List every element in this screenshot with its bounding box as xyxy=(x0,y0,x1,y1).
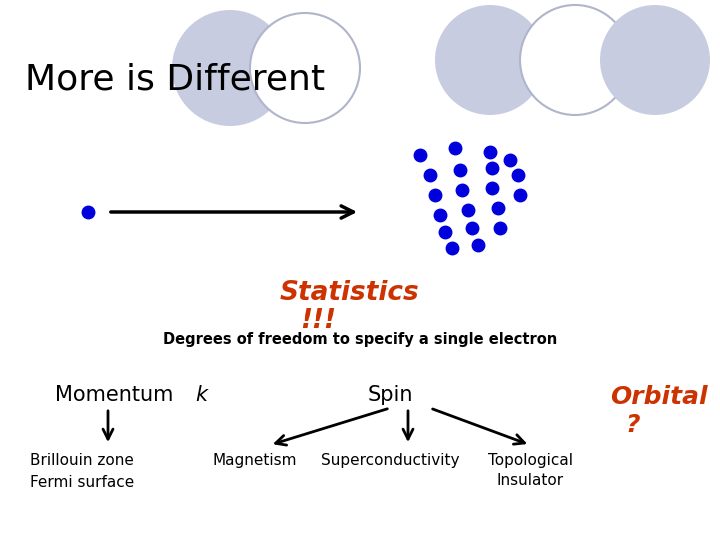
Text: Superconductivity: Superconductivity xyxy=(320,453,459,468)
Circle shape xyxy=(600,5,710,115)
Text: Fermi surface: Fermi surface xyxy=(30,475,134,490)
Text: Spin: Spin xyxy=(367,385,413,405)
Circle shape xyxy=(435,5,545,115)
Text: Magnetism: Magnetism xyxy=(212,453,297,468)
Text: Orbital: Orbital xyxy=(610,385,708,409)
Text: Statistics: Statistics xyxy=(280,280,420,306)
Text: !!!: !!! xyxy=(300,308,336,334)
Text: ?: ? xyxy=(625,413,639,437)
Text: k: k xyxy=(195,385,207,405)
Text: Insulator: Insulator xyxy=(496,473,564,488)
Text: Topological: Topological xyxy=(487,453,572,468)
Text: More is Different: More is Different xyxy=(25,63,325,97)
Circle shape xyxy=(520,5,630,115)
Text: Brillouin zone: Brillouin zone xyxy=(30,453,134,468)
Circle shape xyxy=(172,10,288,126)
Text: Momentum: Momentum xyxy=(55,385,180,405)
Circle shape xyxy=(250,13,360,123)
Text: Degrees of freedom to specify a single electron: Degrees of freedom to specify a single e… xyxy=(163,332,557,347)
